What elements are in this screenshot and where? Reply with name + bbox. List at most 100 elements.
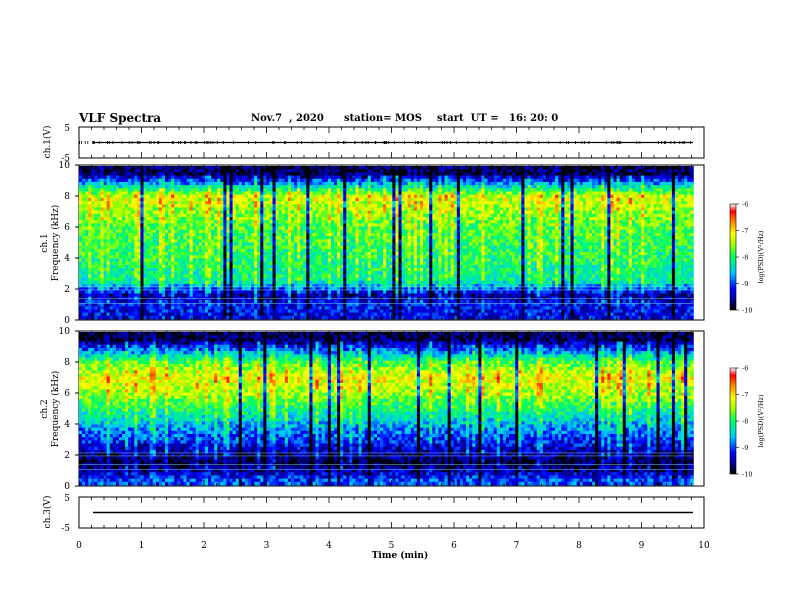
ch1-spec-cell bbox=[524, 226, 528, 231]
ch1-spec-cell bbox=[324, 201, 329, 205]
ch1-spec-cell bbox=[552, 185, 556, 189]
ch1-spec-cell bbox=[595, 210, 599, 215]
ch1-spec-cell bbox=[106, 217, 111, 221]
ch1-spec-cell bbox=[195, 232, 200, 237]
ch1-spec-cell bbox=[490, 172, 495, 176]
ch1-spec-cell bbox=[152, 194, 157, 199]
ch1-spec-cell bbox=[238, 236, 243, 240]
ch1-spec-cell bbox=[650, 197, 654, 202]
ch1-spec-cell bbox=[257, 217, 261, 221]
ch1-spec-cell bbox=[94, 217, 98, 221]
ch1-spec-cell bbox=[297, 229, 301, 234]
ch1-spec-cell bbox=[588, 220, 593, 224]
ch1-spec-cell bbox=[555, 188, 559, 192]
ch1-spec-cell bbox=[247, 223, 252, 227]
ch1-spec-cell bbox=[100, 210, 104, 215]
ch1-spec-cell bbox=[364, 204, 369, 208]
ch1-spec-cell bbox=[524, 181, 528, 186]
ch1-spec-cell bbox=[257, 201, 261, 205]
ch1-spec-cell bbox=[146, 172, 151, 176]
ch1-spec-cell bbox=[79, 232, 83, 237]
ch1-spec-cell bbox=[260, 210, 264, 215]
ch1-spec-cell bbox=[321, 169, 326, 173]
ch1-spec-cell bbox=[263, 191, 267, 196]
ch1-spec-cell bbox=[502, 178, 507, 183]
ch1-spec-cell bbox=[496, 178, 501, 183]
ch1-spec-cell bbox=[327, 169, 332, 173]
ch1-spec-cell bbox=[112, 207, 117, 212]
ch1-spec-cell bbox=[656, 229, 660, 234]
ch1-spec-cell bbox=[85, 185, 89, 189]
ch1-spec-cell bbox=[435, 236, 439, 240]
ch1-spec-cell bbox=[247, 207, 252, 212]
ch1-spec-cell bbox=[668, 210, 673, 215]
ch1-spec-cell bbox=[94, 242, 98, 247]
ch1-spec-cell bbox=[665, 166, 670, 170]
ch1-spec-cell bbox=[352, 223, 356, 227]
ch1-spec-cell bbox=[413, 201, 418, 205]
ch1-spec-cell bbox=[251, 226, 255, 231]
ch1-spec-cell bbox=[426, 201, 430, 205]
ch1-spec-cell bbox=[496, 172, 501, 176]
ch1-spec-cell bbox=[373, 172, 378, 176]
ch1-spec-cell bbox=[189, 239, 194, 243]
ch1-spec-cell bbox=[638, 185, 642, 189]
ch1-spec-cell bbox=[346, 172, 350, 176]
ch1-spec-cell bbox=[100, 201, 104, 205]
ch1-spec-cell bbox=[401, 217, 406, 221]
ch1-spec-cell bbox=[613, 204, 617, 208]
ch1-spec-cell bbox=[622, 175, 627, 180]
ch1-spec-cell bbox=[333, 172, 338, 176]
ch1-spec-cell bbox=[687, 223, 691, 227]
ch1-spec-cell bbox=[266, 217, 270, 221]
ch1-spec-cell bbox=[137, 204, 141, 208]
ch1-spec-cell bbox=[521, 226, 525, 231]
ch1-spec-cell bbox=[490, 191, 495, 196]
ch1-spec-cell bbox=[539, 181, 544, 186]
ch1-spec-cell bbox=[211, 236, 215, 240]
ch1-spec-cell bbox=[435, 178, 439, 183]
ch1-spec-cell bbox=[687, 166, 691, 170]
ch1-spec-cell bbox=[380, 229, 384, 234]
ch1-spec-cell bbox=[198, 220, 203, 224]
ch1-spec-cell bbox=[638, 175, 642, 180]
ch1-spec-cell bbox=[100, 191, 104, 196]
ch1-spec-cell bbox=[416, 220, 421, 224]
ch1-spec-cell bbox=[435, 220, 439, 224]
ch1-spec-cell bbox=[122, 172, 126, 176]
ch1-spec-cell bbox=[380, 169, 384, 173]
ch1-spec-cell bbox=[312, 197, 316, 202]
ch1-spec-cell bbox=[582, 175, 587, 180]
ch1-spec-cell bbox=[588, 207, 593, 212]
ch1-spec-cell bbox=[456, 229, 461, 234]
ch1-spec-cell bbox=[613, 181, 617, 186]
ch1-spec-cell bbox=[665, 172, 670, 176]
ch1-spec-cell bbox=[665, 239, 670, 243]
ch1-spec-cell bbox=[94, 220, 98, 224]
ch1-spec-cell bbox=[158, 178, 163, 183]
ch1-spec-cell bbox=[631, 232, 636, 237]
ch1-spec-cell bbox=[272, 242, 276, 247]
ch1-spec-cell bbox=[352, 197, 356, 202]
ch1-spec-cell bbox=[140, 239, 144, 243]
ch1-spec-cell bbox=[300, 232, 304, 237]
ch1-spec-cell bbox=[201, 204, 206, 208]
ch1-spec-cell bbox=[349, 194, 353, 199]
ch1-spec-cell bbox=[521, 175, 525, 180]
ch1-spec-cell bbox=[398, 166, 402, 170]
ch1-spec-cell bbox=[361, 175, 366, 180]
ch1-spec-cell bbox=[469, 239, 473, 243]
ch1-spec-cell bbox=[177, 169, 181, 173]
ch1-spec-cell bbox=[376, 217, 381, 221]
ch1-spec-cell bbox=[306, 169, 310, 173]
ch1-spec-cell bbox=[364, 188, 369, 192]
ch1-spec-cell bbox=[484, 175, 488, 180]
ch1-spec-cell bbox=[349, 217, 353, 221]
ch1-spec-cell bbox=[125, 232, 129, 237]
ch1-spec-cell bbox=[582, 232, 587, 237]
ch1-spec-cell bbox=[386, 201, 390, 205]
ch1-spec-cell bbox=[220, 226, 224, 231]
ch1-spec-cell bbox=[687, 197, 691, 202]
ch1-spec-cell bbox=[555, 210, 559, 215]
ch1-spec-cell bbox=[638, 166, 642, 170]
